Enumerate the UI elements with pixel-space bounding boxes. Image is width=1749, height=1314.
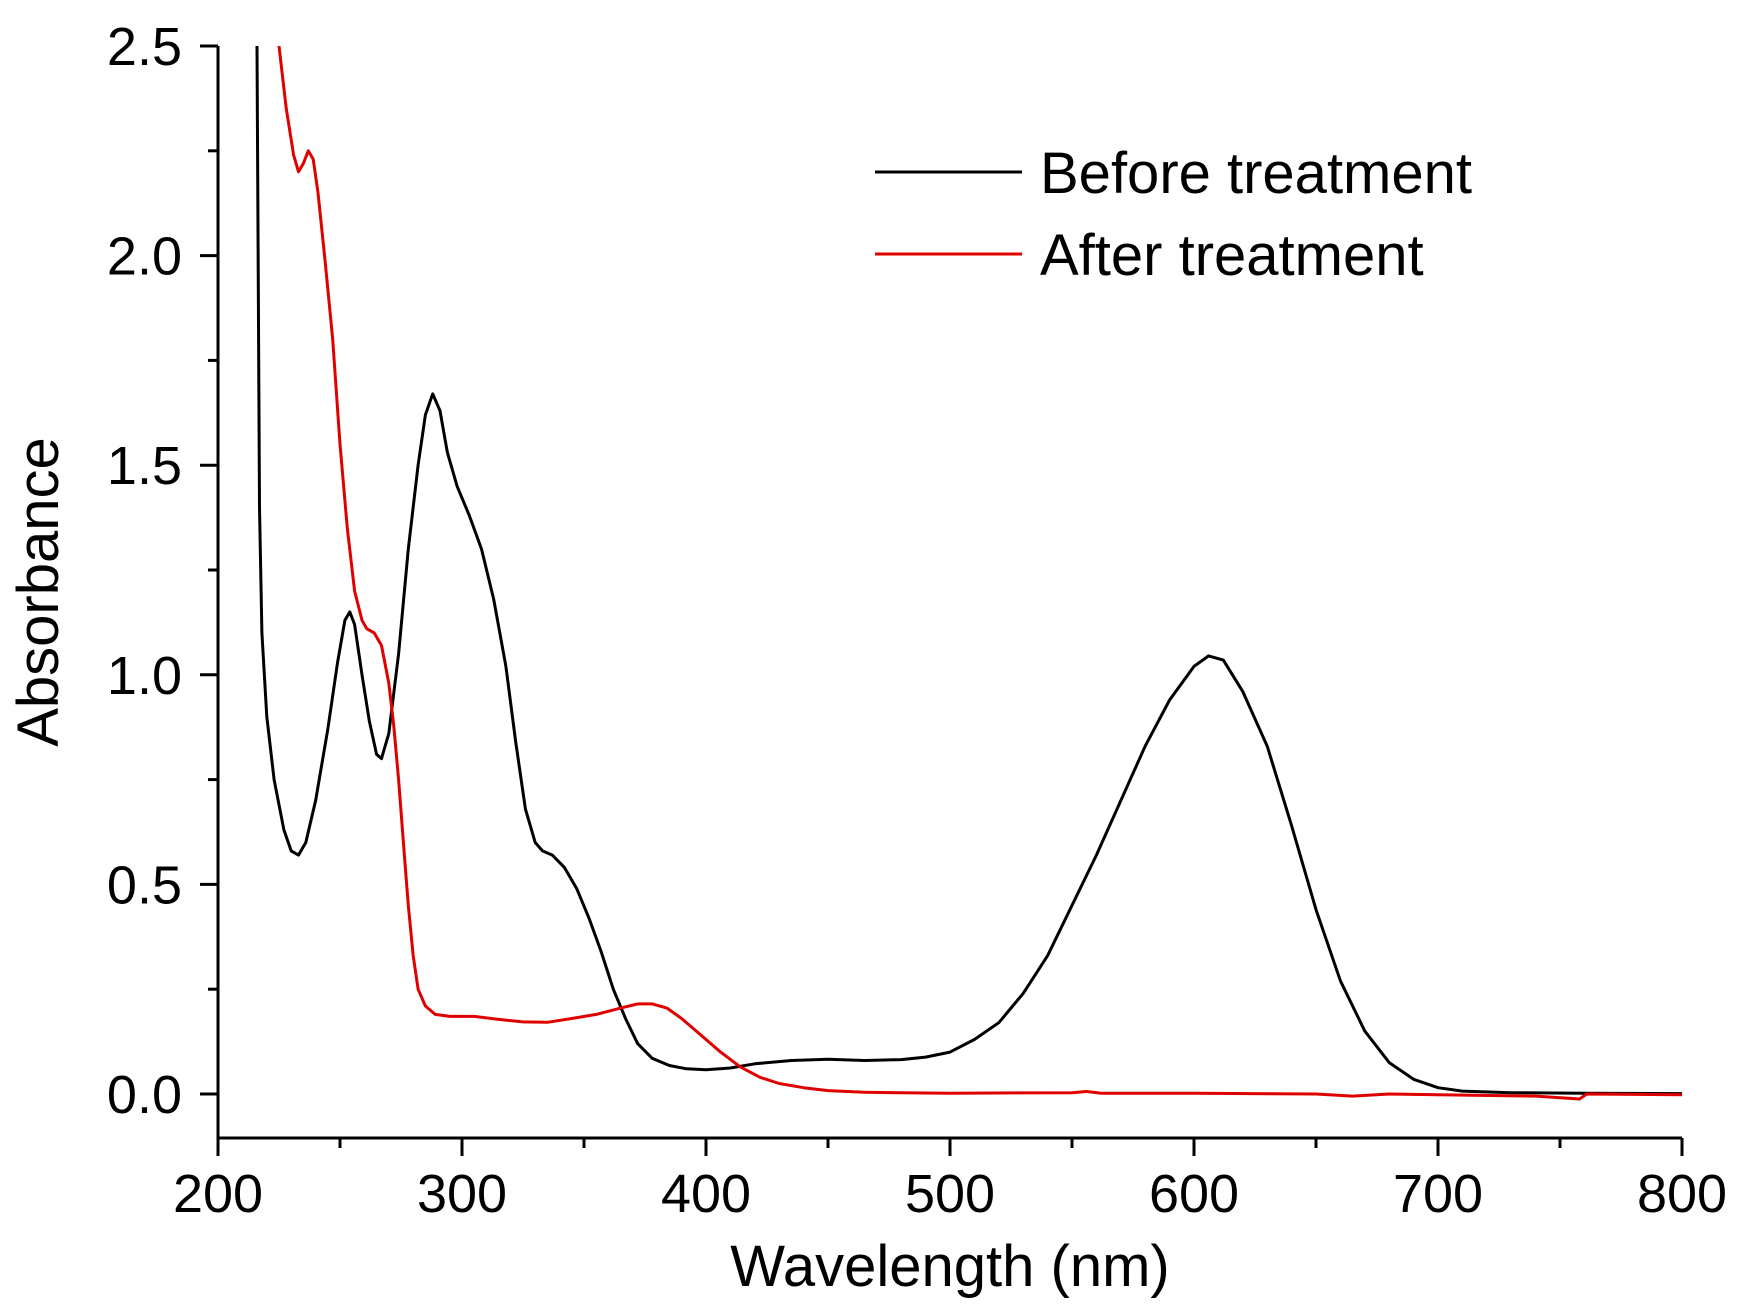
legend: Before treatment After treatment <box>875 141 1472 288</box>
y-ticks: 0.0 0.5 1.0 1.5 2.0 2.5 <box>107 17 218 1125</box>
x-tick-label-200: 200 <box>173 1164 263 1224</box>
y-tick-label-2: 2.0 <box>107 227 182 287</box>
y-axis-title: Absorbance <box>6 437 71 747</box>
y-tick-label-0.5: 0.5 <box>107 855 182 915</box>
series-line-before-treatment <box>255 45 1683 1096</box>
x-tick-label-800: 800 <box>1637 1164 1727 1224</box>
x-axis-title: Wavelength (nm) <box>730 1234 1169 1299</box>
y-tick-label-2.5: 2.5 <box>107 17 182 77</box>
x-tick-label-600: 600 <box>1149 1164 1239 1224</box>
x-tick-label-500: 500 <box>905 1164 995 1224</box>
y-tick-label-1: 1.0 <box>107 646 182 706</box>
x-tick-label-700: 700 <box>1393 1164 1483 1224</box>
x-tick-label-300: 300 <box>417 1164 507 1224</box>
x-ticks: 200 300 400 500 600 700 800 <box>173 1138 1727 1224</box>
y-tick-label-1.5: 1.5 <box>107 436 182 496</box>
series-group <box>255 45 1683 1101</box>
y-tick-label-0: 0.0 <box>107 1065 182 1125</box>
legend-label-before-treatment: Before treatment <box>1040 141 1472 206</box>
plot-area: 200 300 400 500 600 700 800 0.0 0.5 1.0 1.5 2.0 2.5 <box>107 17 1727 1224</box>
series-line-after-treatment <box>277 45 1683 1101</box>
legend-label-after-treatment: After treatment <box>1040 223 1424 288</box>
x-tick-label-400: 400 <box>661 1164 751 1224</box>
